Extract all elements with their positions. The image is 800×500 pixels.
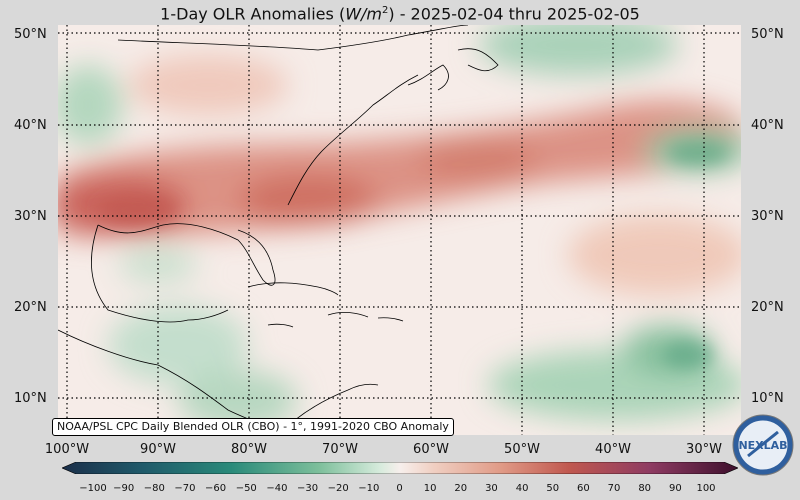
colorbar-tick-label: 70 (607, 483, 621, 494)
lon-label-100w: 100°W (44, 442, 90, 457)
colorbar-tick-label: 10 (423, 483, 437, 494)
colorbar-tick-label: 40 (515, 483, 529, 494)
lat-label-right-30: 30°N (751, 209, 784, 224)
colorbar-tick-label: −80 (143, 483, 165, 494)
lat-label-left-10: 10°N (14, 391, 47, 406)
colorbar (62, 462, 738, 474)
lon-label-70w: 70°W (322, 442, 358, 457)
colorbar-tick-label: 80 (638, 483, 652, 494)
colorbar-tick-label: 30 (485, 483, 498, 494)
colorbar-tick-label: 0 (396, 483, 403, 494)
lat-label-left-40: 40°N (14, 118, 47, 133)
anomaly-field (58, 25, 741, 430)
lon-label-90w: 90°W (140, 442, 176, 457)
colorbar-tick-label: −70 (174, 483, 196, 494)
lat-label-right-50: 50°N (751, 27, 784, 42)
colorbar-tick-label: −40 (266, 483, 288, 494)
map-title: 1-Day OLR Anomalies (W/m2) - 2025-02-04 … (160, 4, 640, 24)
lon-label-30w: 30°W (686, 442, 722, 457)
lat-label-left-30: 30°N (14, 209, 47, 224)
colorbar-tick-label: −30 (296, 483, 319, 494)
colorbar-tick-label: −100 (79, 483, 107, 494)
lon-label-40w: 40°W (595, 442, 631, 457)
lat-label-left-50: 50°N (14, 27, 47, 42)
colorbar-tick-label: −10 (358, 483, 380, 494)
olr-anomaly-map (58, 25, 741, 435)
lat-label-right-10: 10°N (751, 391, 784, 406)
colorbar-tick-label: 100 (696, 483, 716, 494)
colorbar-tick-label: −50 (235, 483, 257, 494)
data-source-caption: NOAA/PSL CPC Daily Blended OLR (CBO) - 1… (52, 418, 454, 436)
lat-label-left-20: 20°N (14, 300, 47, 315)
graticule (58, 25, 741, 435)
colorbar-tick-label: −20 (327, 483, 349, 494)
colorbar-tick-label: −90 (113, 483, 135, 494)
colorbar-tick-label: 50 (546, 483, 560, 494)
colorbar-tick-label: −60 (205, 483, 227, 494)
lon-label-60w: 60°W (413, 442, 449, 457)
lat-label-right-40: 40°N (751, 118, 784, 133)
lon-label-50w: 50°W (504, 442, 540, 457)
nexlab-logo: NEXLAB (732, 414, 794, 476)
lat-label-right-20: 20°N (751, 300, 784, 315)
colorbar-tick-label: 20 (454, 483, 468, 494)
lon-label-80w: 80°W (231, 442, 267, 457)
colorbar-tick-label: 60 (577, 483, 590, 494)
colorbar-tick-label: 90 (668, 483, 682, 494)
nexlab-logo-text: NEXLAB (738, 439, 787, 452)
